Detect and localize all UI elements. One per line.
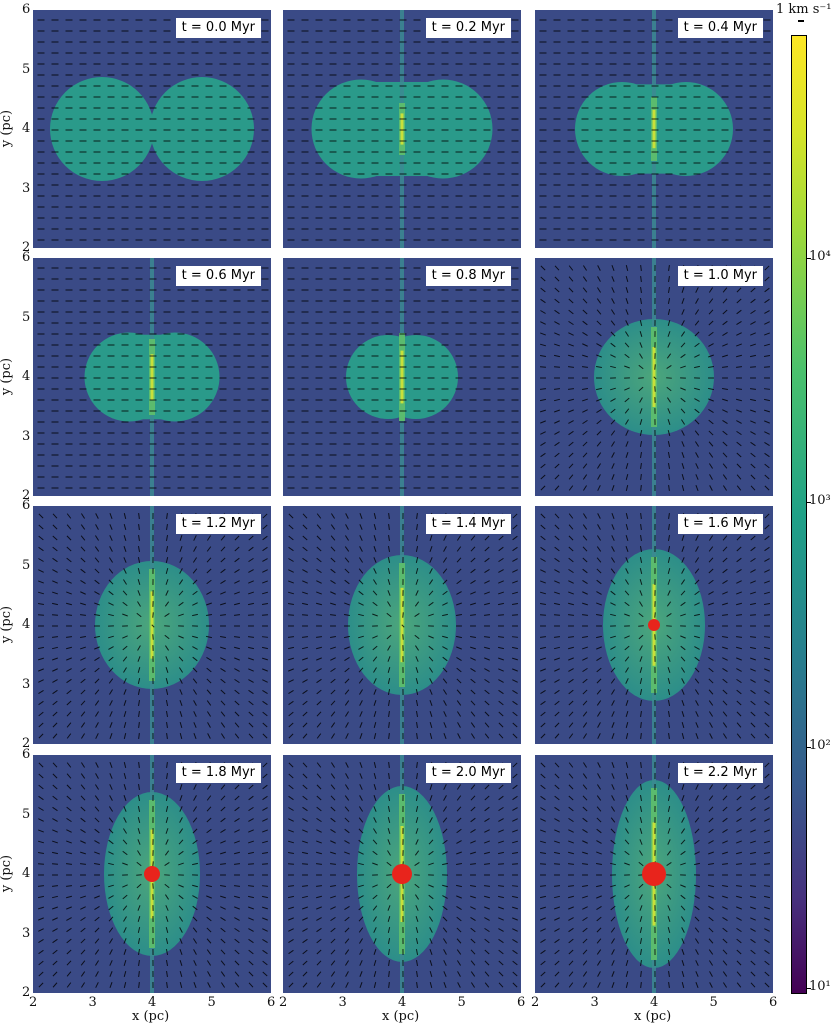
y-tick-label: 6 bbox=[22, 747, 31, 762]
y-tick-label: 3 bbox=[22, 925, 31, 941]
colorbar-tick bbox=[806, 988, 811, 990]
time-label: t = 0.6 Myr bbox=[175, 266, 261, 286]
x-tick-label: 6 bbox=[769, 995, 778, 1010]
panel-image bbox=[535, 10, 773, 248]
y-tick-label: 2 bbox=[22, 488, 31, 503]
panel-image bbox=[33, 258, 271, 496]
time-label: t = 2.2 Myr bbox=[677, 763, 763, 783]
colorbar-tick-label: 10¹ bbox=[809, 979, 831, 995]
y-tick-label: 3 bbox=[22, 676, 31, 692]
simulation-panel: t = 0.4 Myr bbox=[535, 10, 773, 248]
x-tick-label: 2 bbox=[29, 995, 38, 1010]
colorbar bbox=[791, 35, 807, 994]
y-tick-label: 3 bbox=[22, 180, 31, 196]
y-axis-label: y (pc) bbox=[0, 854, 15, 893]
y-tick-label: 3 bbox=[22, 428, 31, 444]
time-label: t = 1.0 Myr bbox=[677, 266, 763, 286]
time-label: t = 1.8 Myr bbox=[175, 763, 261, 783]
y-tick-label: 4 bbox=[22, 866, 31, 881]
y-tick-label: 6 bbox=[22, 2, 31, 17]
simulation-panel: t = 2.0 Myr bbox=[283, 755, 521, 993]
colorbar-tick-label: 10³ bbox=[809, 493, 831, 509]
y-tick-label: 2 bbox=[22, 736, 31, 751]
y-tick-label: 6 bbox=[22, 498, 31, 513]
time-label: t = 0.0 Myr bbox=[175, 18, 261, 38]
panel-image bbox=[283, 506, 521, 744]
colorbar-tick bbox=[806, 747, 811, 748]
simulation-panel: t = 1.6 Myr bbox=[535, 506, 773, 744]
x-tick-label: 4 bbox=[148, 995, 157, 1010]
x-axis-label: x (pc) bbox=[634, 1009, 672, 1024]
x-axis-label: x (pc) bbox=[132, 1009, 170, 1024]
y-tick-label: 4 bbox=[22, 369, 31, 384]
x-tick-label: 4 bbox=[650, 995, 659, 1010]
x-tick-label: 2 bbox=[279, 995, 288, 1010]
colorbar-unit-label: 1 km s⁻¹ bbox=[776, 2, 831, 17]
y-axis-label: y (pc) bbox=[0, 109, 15, 148]
simulation-panel: t = 0.0 Myr bbox=[33, 10, 271, 248]
colorbar-tick bbox=[806, 257, 811, 259]
x-tick-label: 5 bbox=[207, 995, 216, 1010]
x-tick-label: 5 bbox=[709, 995, 718, 1010]
x-tick-label: 6 bbox=[267, 995, 276, 1010]
x-tick-label: 4 bbox=[398, 995, 407, 1010]
y-axis-label: y (pc) bbox=[0, 357, 15, 396]
simulation-panel: t = 1.8 Myr bbox=[33, 755, 271, 993]
x-tick-label: 5 bbox=[457, 995, 466, 1010]
simulation-panel: t = 1.0 Myr bbox=[535, 258, 773, 496]
panel-image bbox=[283, 755, 521, 993]
x-tick-label: 3 bbox=[88, 995, 97, 1010]
y-tick-label: 4 bbox=[22, 121, 31, 136]
panel-image bbox=[283, 258, 521, 496]
panel-image bbox=[535, 506, 773, 744]
time-label: t = 2.0 Myr bbox=[425, 763, 511, 783]
x-tick-label: 2 bbox=[531, 995, 540, 1010]
y-tick-label: 5 bbox=[22, 806, 31, 822]
y-tick-label: 4 bbox=[22, 617, 31, 632]
colorbar-tick-label: 10⁴ bbox=[809, 248, 831, 264]
time-label: t = 1.2 Myr bbox=[175, 514, 261, 534]
panel-image bbox=[33, 506, 271, 744]
panel-image bbox=[283, 10, 521, 248]
simulation-panel: t = 2.2 Myr bbox=[535, 755, 773, 993]
y-tick-label: 6 bbox=[22, 250, 31, 265]
colorbar-unit-arrow bbox=[798, 20, 804, 22]
panel-image bbox=[535, 258, 773, 496]
y-axis-label: y (pc) bbox=[0, 605, 15, 644]
y-tick-label: 2 bbox=[22, 985, 31, 1000]
y-tick-label: 5 bbox=[22, 309, 31, 325]
simulation-panel: t = 0.6 Myr bbox=[33, 258, 271, 496]
simulation-panel: t = 0.8 Myr bbox=[283, 258, 521, 496]
simulation-panel: t = 1.4 Myr bbox=[283, 506, 521, 744]
y-tick-label: 5 bbox=[22, 61, 31, 77]
x-tick-label: 3 bbox=[338, 995, 347, 1010]
y-tick-label: 5 bbox=[22, 557, 31, 573]
time-label: t = 1.6 Myr bbox=[677, 514, 763, 534]
time-label: t = 1.4 Myr bbox=[425, 514, 511, 534]
simulation-panel: t = 0.2 Myr bbox=[283, 10, 521, 248]
time-label: t = 0.2 Myr bbox=[425, 18, 511, 38]
time-label: t = 0.8 Myr bbox=[425, 266, 511, 286]
x-tick-label: 6 bbox=[517, 995, 526, 1010]
panel-image bbox=[535, 755, 773, 993]
panel-image bbox=[33, 755, 271, 993]
time-label: t = 0.4 Myr bbox=[677, 18, 763, 38]
simulation-panel: t = 1.2 Myr bbox=[33, 506, 271, 744]
colorbar-tick bbox=[806, 502, 811, 504]
x-axis-label: x (pc) bbox=[382, 1009, 420, 1024]
colorbar-tick-label: 10² bbox=[809, 738, 831, 753]
x-tick-label: 3 bbox=[590, 995, 599, 1010]
panel-image bbox=[33, 10, 271, 248]
y-tick-label: 2 bbox=[22, 240, 31, 255]
